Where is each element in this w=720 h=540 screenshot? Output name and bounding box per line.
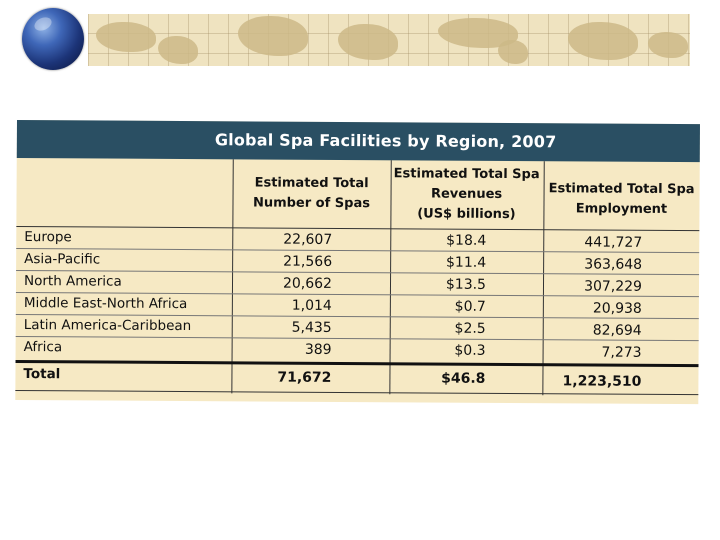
spas-cell: 22,607 bbox=[283, 231, 333, 248]
spas-cell: 5,435 bbox=[291, 319, 332, 336]
employment-cell: 441,727 bbox=[584, 234, 643, 251]
revenue-cell: $13.5 bbox=[445, 276, 487, 293]
employment-cell: 20,938 bbox=[592, 300, 642, 317]
employment-cell: 307,229 bbox=[584, 278, 643, 295]
revenue-cell: $0.7 bbox=[454, 298, 486, 315]
revenue-cell: $11.4 bbox=[445, 254, 487, 271]
spas-cell: 21,566 bbox=[283, 253, 333, 270]
employment-cell: 7,273 bbox=[601, 344, 642, 361]
globe-icon bbox=[22, 8, 84, 70]
revenue-cell: $2.5 bbox=[454, 320, 486, 337]
total-revenue: $46.8 bbox=[441, 370, 486, 387]
spa-facilities-table: Global Spa Facilities by Region, 2007 Es… bbox=[15, 120, 700, 405]
region-cell: Asia-Pacific bbox=[24, 251, 101, 268]
region-cell: Latin America-Caribbean bbox=[23, 317, 192, 335]
table-title-bar: Global Spa Facilities by Region, 2007 bbox=[16, 120, 700, 163]
header-employment: Estimated Total Spa Employment bbox=[548, 181, 695, 217]
spas-cell: 20,662 bbox=[282, 275, 333, 292]
spas-cell: 1,014 bbox=[291, 297, 332, 314]
table-title: Global Spa Facilities by Region, 2007 bbox=[214, 130, 557, 152]
revenue-cell: $18.4 bbox=[446, 232, 487, 249]
world-map-banner bbox=[88, 14, 690, 66]
employment-cell: 82,694 bbox=[592, 322, 642, 339]
region-cell: North America bbox=[23, 273, 122, 290]
header-number-of-spas: Estimated Total Number of Spas bbox=[252, 175, 371, 212]
region-cell: Middle East-North Africa bbox=[23, 295, 188, 313]
total-spas: 71,672 bbox=[277, 369, 332, 386]
header-revenues: Estimated Total Spa Revenues (US$ billio… bbox=[393, 166, 540, 223]
revenue-cell: $0.3 bbox=[454, 342, 486, 359]
region-cell: Europe bbox=[24, 229, 72, 246]
total-employment: 1,223,510 bbox=[562, 373, 642, 390]
total-label: Total bbox=[23, 366, 61, 383]
region-cell: Africa bbox=[23, 339, 63, 356]
employment-cell: 363,648 bbox=[584, 256, 643, 273]
spas-cell: 389 bbox=[304, 341, 332, 358]
